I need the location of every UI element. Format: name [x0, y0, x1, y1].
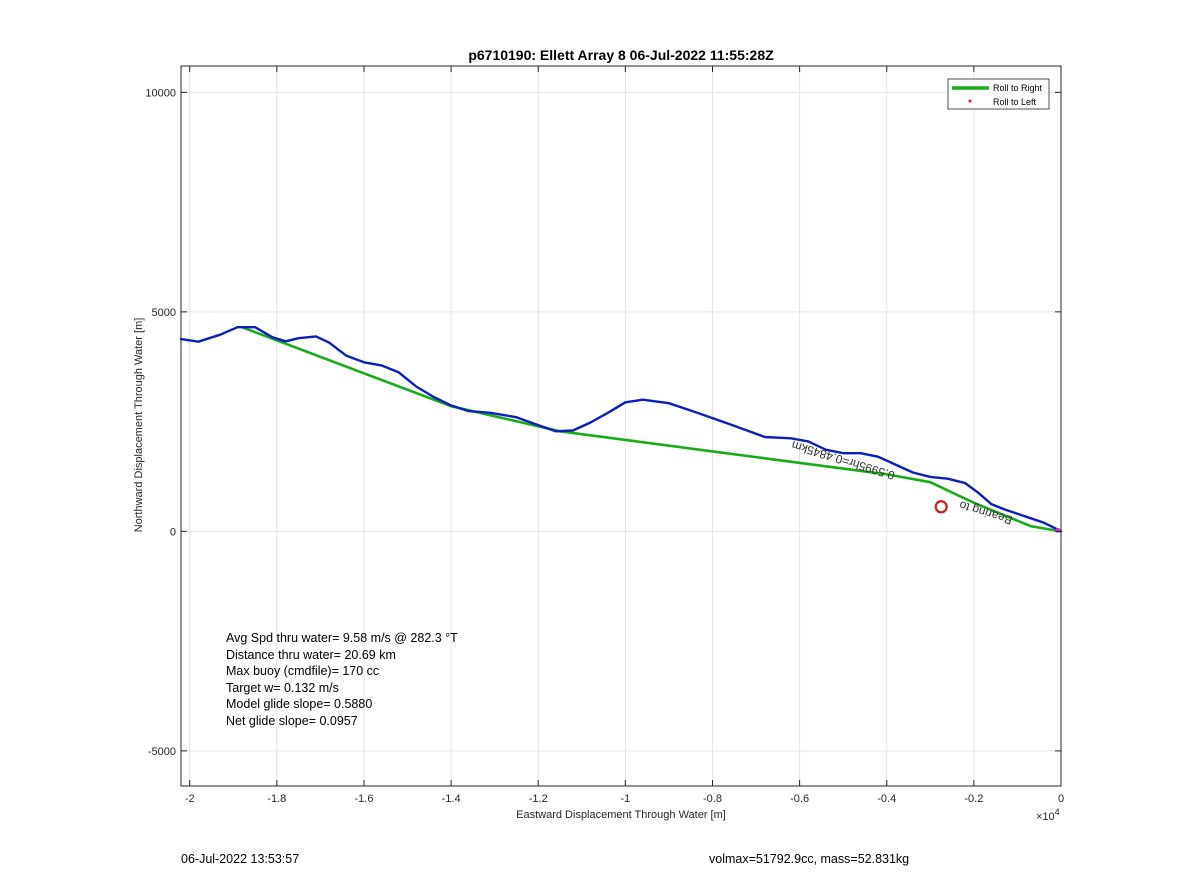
x-tick-label: -0.8 [703, 793, 722, 805]
x-axis-exponent: ×104 [1036, 807, 1060, 823]
x-tick-label: -1.2 [529, 793, 548, 805]
stat-max-buoy: Max buoy (cmdfile)= 170 cc [226, 664, 379, 678]
stat-net-glide-slope: Net glide slope= 0.0957 [226, 714, 358, 728]
chart-title: p6710190: Ellett Array 8 06-Jul-2022 11:… [468, 47, 774, 63]
legend-swatch-roll-left [968, 99, 972, 103]
legend: Roll to Right Roll to Left [947, 78, 1050, 110]
y-tick-label: 5000 [152, 307, 176, 319]
legend-label-roll-right: Roll to Right [993, 83, 1043, 93]
y-tick-label: -5000 [148, 746, 176, 758]
series-layer [179, 325, 1063, 533]
x-tick-label: -1 [620, 793, 630, 805]
legend-label-roll-left: Roll to Left [993, 97, 1037, 107]
tick-layer: -2 -1.8 -1.6 -1.4 -1.2 -1 -0.8 -0.6 -0.4 -0.2 0 -50… [145, 66, 1064, 805]
waypoint-marker [934, 500, 948, 514]
x-tick-label: -0.6 [790, 793, 809, 805]
stat-model-glide-slope: Model glide slope= 0.5880 [226, 697, 372, 711]
plot-area [180, 65, 1062, 787]
end-marker [1055, 527, 1061, 533]
x-tick-label: -1.4 [442, 793, 461, 805]
x-tick-label: -2 [185, 793, 195, 805]
stat-distance: Distance thru water= 20.69 km [226, 648, 396, 662]
x-tick-label: 0 [1058, 793, 1064, 805]
series-line-track [179, 326, 1063, 533]
x-tick-label: -1.6 [354, 793, 373, 805]
y-tick-label: 10000 [145, 87, 176, 99]
stat-target-w: Target w= 0.132 m/s [226, 681, 339, 695]
legend-box [947, 78, 1050, 110]
x-tick-label: -1.8 [267, 793, 286, 805]
stats-block: Avg Spd thru water= 9.58 m/s @ 282.3 °T … [226, 631, 458, 728]
x-axis-label: Eastward Displacement Through Water [m] [516, 809, 726, 821]
stat-avg-speed: Avg Spd thru water= 9.58 m/s @ 282.3 °T [226, 631, 458, 645]
footer-info: volmax=51792.9cc, mass=52.831kg [709, 852, 910, 866]
y-tick-label: 0 [170, 526, 176, 538]
footer-date: 06-Jul-2022 13:53:57 [181, 852, 300, 866]
y-axis-label: Northward Displacement Through Water [m] [133, 318, 145, 533]
x-tick-label: -0.2 [964, 793, 983, 805]
x-tick-label: -0.4 [877, 793, 896, 805]
